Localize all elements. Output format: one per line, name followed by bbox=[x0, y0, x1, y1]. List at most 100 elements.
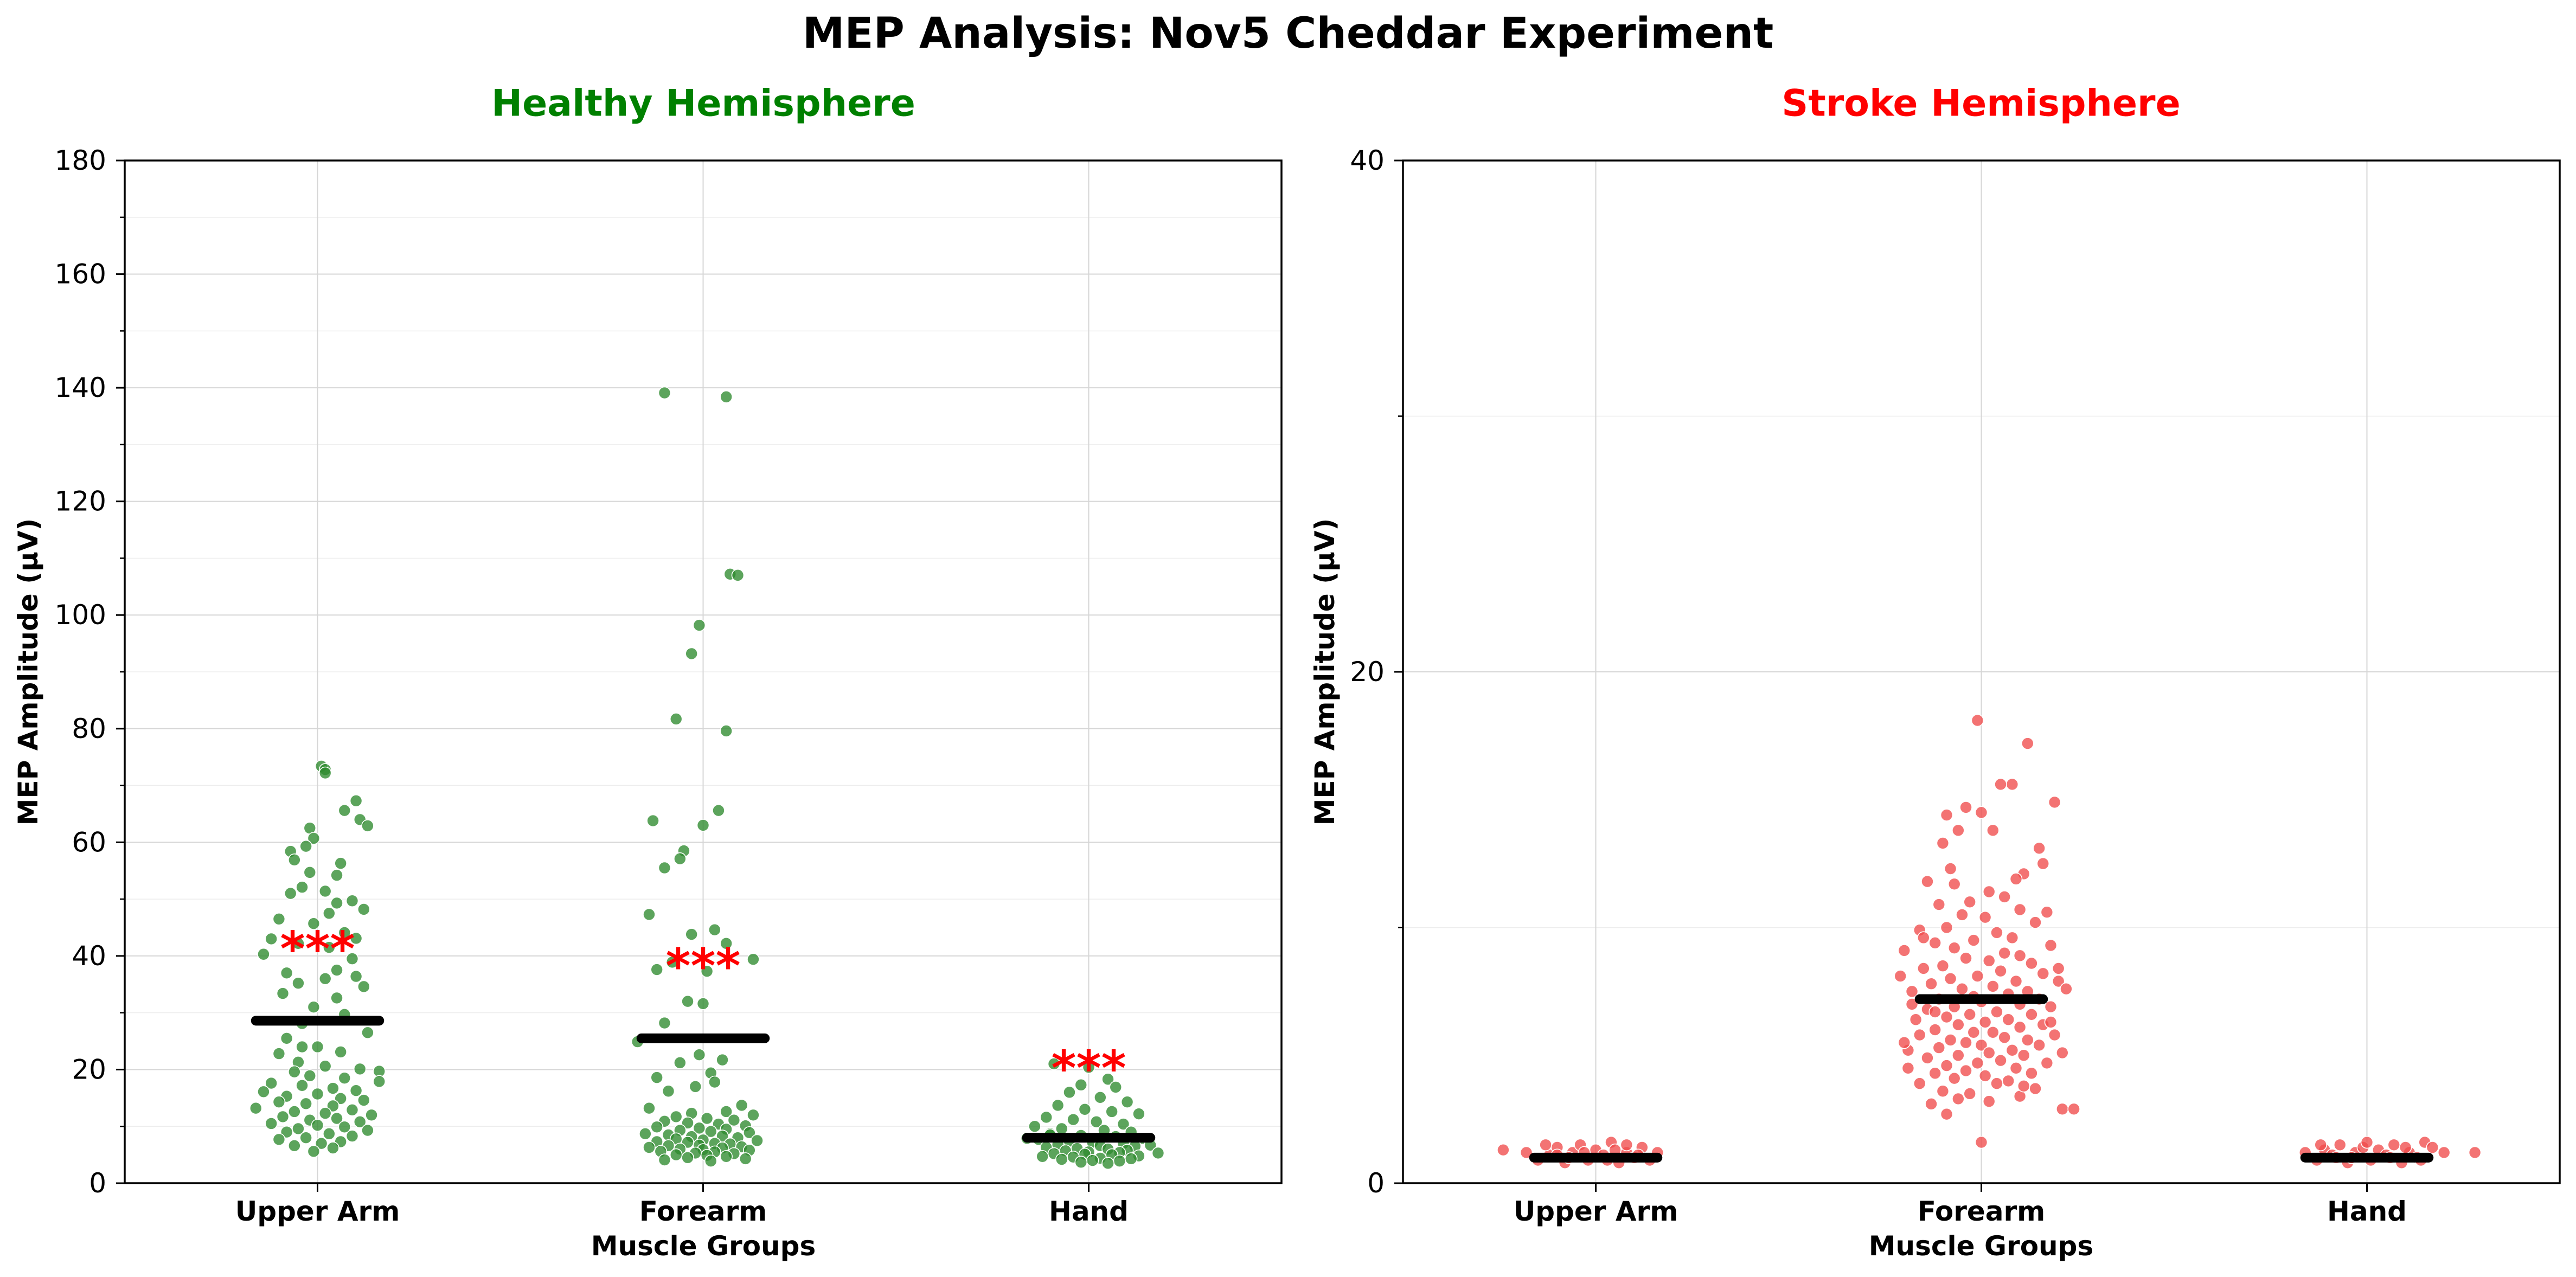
healthy-point-hand bbox=[1101, 1157, 1114, 1170]
stroke-panel: Stroke Hemisphere 0 20 40 Upper Arm Forearm… bbox=[1309, 82, 2561, 1262]
stroke-point-forearm bbox=[1944, 1034, 1957, 1047]
stroke-point-forearm bbox=[1947, 941, 1961, 955]
healthy-point-forearm bbox=[704, 1154, 717, 1167]
stroke-x-tick-label-upper-arm: Upper Arm bbox=[1514, 1196, 1678, 1227]
stroke-point-forearm bbox=[1975, 806, 1988, 819]
stroke-point-forearm bbox=[2005, 778, 2019, 791]
healthy-significance-hand: *** bbox=[1051, 1040, 1126, 1096]
stroke-point-forearm bbox=[1928, 936, 1941, 949]
healthy-point-forearm bbox=[674, 1056, 687, 1069]
stroke-point-forearm bbox=[1978, 910, 1992, 924]
stroke-point-forearm bbox=[2017, 1049, 2030, 1062]
stroke-point-forearm bbox=[1998, 946, 2011, 960]
stroke-point-hand bbox=[2333, 1138, 2347, 1152]
stroke-point-forearm bbox=[1987, 1026, 2000, 1039]
healthy-point-hand bbox=[1090, 1115, 1103, 1128]
stroke-point-forearm bbox=[1982, 885, 1996, 899]
healthy-point-upper-arm bbox=[284, 887, 297, 900]
stroke-point-forearm bbox=[1932, 898, 1946, 911]
healthy-point-forearm bbox=[720, 937, 733, 950]
healthy-y-tick-label: 40 bbox=[72, 940, 106, 972]
healthy-point-upper-arm bbox=[349, 794, 363, 807]
stroke-point-forearm bbox=[2013, 949, 2027, 962]
healthy-point-forearm bbox=[704, 1125, 717, 1138]
healthy-point-forearm bbox=[658, 1016, 671, 1030]
healthy-point-forearm bbox=[669, 1110, 683, 1124]
healthy-significance: *** *** *** bbox=[280, 921, 1126, 1096]
stroke-point-forearm bbox=[2005, 1044, 2019, 1057]
stroke-point-forearm bbox=[2036, 857, 2050, 870]
healthy-y-tick-label: 80 bbox=[72, 713, 106, 745]
stroke-point-forearm bbox=[1956, 908, 1969, 921]
healthy-point-upper-arm bbox=[265, 932, 278, 946]
stroke-point-forearm bbox=[1917, 931, 1930, 945]
healthy-point-forearm bbox=[747, 1108, 760, 1122]
healthy-point-upper-arm bbox=[318, 1060, 332, 1073]
stroke-point-forearm bbox=[1913, 1077, 1926, 1090]
healthy-point-upper-arm bbox=[265, 1117, 278, 1130]
stroke-point-forearm bbox=[1990, 1077, 2003, 1090]
healthy-point-upper-arm bbox=[330, 991, 343, 1005]
healthy-point-forearm bbox=[689, 1080, 702, 1093]
stroke-point-forearm bbox=[2025, 1067, 2038, 1080]
healthy-point-upper-arm bbox=[288, 854, 301, 867]
stroke-point-forearm bbox=[2025, 957, 2038, 970]
healthy-point-forearm bbox=[658, 861, 671, 875]
healthy-point-forearm bbox=[650, 1120, 663, 1134]
stroke-point-forearm bbox=[1959, 1036, 1972, 1049]
stroke-point-forearm bbox=[1959, 1064, 1972, 1077]
healthy-point-upper-arm bbox=[315, 1137, 328, 1150]
stroke-point-forearm bbox=[1967, 934, 1981, 947]
stroke-point-forearm bbox=[1944, 862, 1957, 875]
healthy-point-forearm bbox=[720, 1105, 733, 1118]
stroke-point-forearm bbox=[1928, 1023, 1941, 1036]
stroke-point-forearm bbox=[2044, 1000, 2058, 1013]
stroke-point-forearm bbox=[1952, 824, 1965, 837]
healthy-point-forearm bbox=[643, 908, 656, 921]
stroke-point-forearm bbox=[1998, 890, 2011, 903]
stroke-point-forearm bbox=[1987, 824, 2000, 837]
healthy-point-upper-arm bbox=[292, 937, 305, 950]
healthy-point-hand bbox=[1105, 1105, 1118, 1118]
stroke-point-forearm bbox=[1975, 1135, 1988, 1149]
stroke-point-forearm bbox=[1978, 1069, 1992, 1082]
stroke-point-forearm bbox=[2052, 962, 2065, 975]
stroke-point-hand bbox=[2426, 1141, 2439, 1154]
healthy-point-hand bbox=[1063, 1086, 1076, 1099]
healthy-point-upper-arm bbox=[299, 839, 312, 853]
stroke-point-forearm bbox=[2060, 982, 2073, 996]
healthy-point-forearm bbox=[693, 619, 706, 632]
healthy-point-forearm bbox=[739, 1152, 752, 1165]
healthy-point-hand bbox=[1055, 1122, 1068, 1135]
healthy-point-forearm bbox=[751, 1134, 764, 1147]
stroke-point-forearm bbox=[1994, 964, 2007, 978]
healthy-point-forearm bbox=[700, 1112, 714, 1125]
healthy-x-tick-label-forearm: Forearm bbox=[639, 1196, 767, 1227]
healthy-point-upper-arm bbox=[345, 1130, 359, 1143]
healthy-point-upper-arm bbox=[330, 896, 343, 910]
healthy-point-upper-arm bbox=[307, 1145, 321, 1158]
healthy-point-hand bbox=[1047, 1057, 1061, 1070]
stroke-point-forearm bbox=[1963, 1008, 1976, 1021]
stroke-point-forearm bbox=[2048, 795, 2061, 809]
stroke-point-forearm bbox=[1917, 962, 1930, 975]
stroke-point-forearm bbox=[1925, 977, 1938, 991]
stroke-point-forearm bbox=[1952, 1018, 1965, 1031]
stroke-point-forearm bbox=[2056, 1046, 2069, 1060]
stroke-point-forearm bbox=[1952, 1092, 1965, 1106]
healthy-point-hand bbox=[1101, 1073, 1114, 1086]
stroke-y-ticks: 0 20 40 bbox=[1350, 145, 1403, 1199]
healthy-point-upper-arm bbox=[361, 819, 374, 832]
stroke-point-forearm bbox=[2033, 1038, 2046, 1052]
healthy-point-upper-arm bbox=[323, 907, 336, 920]
healthy-point-hand bbox=[1124, 1152, 1138, 1165]
healthy-point-forearm bbox=[700, 965, 714, 978]
stroke-point-forearm bbox=[1982, 954, 1996, 967]
stroke-point-forearm bbox=[2002, 1013, 2015, 1026]
stroke-point-forearm bbox=[2036, 967, 2050, 980]
healthy-point-upper-arm bbox=[349, 932, 363, 945]
healthy-point-upper-arm bbox=[330, 1112, 343, 1125]
healthy-point-forearm bbox=[646, 814, 659, 827]
stroke-point-forearm bbox=[1947, 1071, 1961, 1085]
